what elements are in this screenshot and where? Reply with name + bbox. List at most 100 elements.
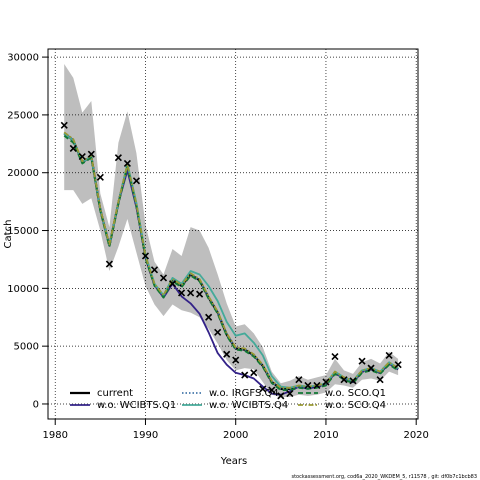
observed-point-stroke	[277, 392, 285, 400]
observed-point-stroke	[168, 280, 177, 288]
observed-point	[322, 378, 330, 386]
observed-point	[60, 121, 68, 129]
y-tick-label: 25000	[7, 110, 39, 121]
observed-point-stroke	[123, 159, 131, 168]
observed-point	[132, 177, 141, 185]
observed-point-stroke	[214, 328, 222, 336]
observed-point-stroke	[96, 173, 104, 181]
observed-point	[259, 385, 267, 393]
observed-point	[376, 376, 384, 384]
observed-point	[96, 173, 104, 181]
observed-point	[205, 313, 213, 321]
observed-point-stroke	[241, 371, 249, 379]
observed-point	[114, 154, 122, 162]
observed-point	[313, 381, 321, 390]
legend-label-5: w.o. SCO.Q1	[325, 388, 386, 399]
axes: 1980 1990 2000 2010 2020 0 5000 10000 15000 20000…	[7, 53, 429, 441]
observed-point	[268, 386, 276, 394]
observed-point	[150, 266, 159, 274]
x-tick-label: 1990	[133, 430, 158, 441]
x-tick-label: 2010	[313, 430, 338, 441]
y-axis-title: Catch	[3, 220, 14, 249]
legend-label-6: w.o. SCO.Q4	[325, 400, 386, 411]
plot-frame	[47, 48, 419, 420]
observed-point	[286, 389, 294, 398]
observed-point	[367, 364, 375, 372]
observed-point	[168, 280, 177, 288]
observed-point-stroke	[223, 350, 231, 358]
observed-point-stroke	[385, 351, 393, 359]
observed-point	[177, 289, 186, 297]
observed-point-stroke	[349, 377, 357, 385]
legend-label-3: w.o. IRGFS.Q4	[209, 388, 279, 399]
observed-point-stroke	[187, 289, 195, 297]
y-tick-label: 15000	[7, 226, 39, 237]
observed-point-stroke	[331, 352, 339, 361]
legend-label-4: w.o. WCIBTS.Q4	[209, 400, 288, 411]
observed-point-stroke	[367, 364, 375, 372]
observed-point	[141, 252, 150, 260]
observed-point-stroke	[358, 357, 366, 365]
observed-point-stroke	[69, 144, 77, 153]
observed-point	[331, 352, 339, 361]
observed-point-stroke	[322, 378, 330, 386]
observed-point-stroke	[159, 274, 168, 282]
legend-label-2: w.o. WCIBTS.Q1	[97, 400, 176, 411]
observed-point-stroke	[177, 289, 186, 297]
y-tick-label: 5000	[14, 342, 39, 353]
observed-point-stroke	[105, 260, 113, 268]
x-tick-label: 2000	[223, 430, 248, 441]
y-tick-label: 20000	[7, 168, 39, 179]
observed-point	[394, 361, 402, 369]
observed-point	[241, 371, 249, 379]
observed-point-stroke	[87, 150, 95, 158]
observed-point-stroke	[114, 154, 122, 162]
observed-point	[78, 152, 86, 161]
observed-point-stroke	[150, 266, 159, 274]
observed-point-stroke	[205, 313, 213, 321]
observed-point	[385, 351, 393, 359]
observed-point	[223, 350, 231, 358]
observed-point	[87, 150, 95, 158]
x-axis-title: Years	[220, 456, 247, 467]
observed-point	[304, 381, 312, 390]
legend-label-1: current	[97, 388, 133, 399]
observed-point-stroke	[141, 252, 150, 260]
observed-point	[123, 159, 131, 168]
observed-point	[159, 274, 168, 282]
observed-point	[69, 144, 77, 153]
x-tick-label: 2020	[403, 430, 428, 441]
observed-point	[187, 289, 195, 297]
observed-point	[340, 376, 348, 384]
observed-point-stroke	[132, 177, 141, 185]
y-tick-label: 30000	[7, 53, 39, 64]
observed-point-stroke	[304, 381, 312, 390]
observed-point-stroke	[268, 386, 276, 394]
x-tick-label: 1980	[42, 430, 67, 441]
observed-point-stroke	[78, 152, 86, 161]
series-line-6	[63, 131, 399, 389]
y-tick-label: 10000	[7, 284, 39, 295]
observed-point	[105, 260, 113, 268]
observed-point-stroke	[60, 121, 68, 129]
observed-point-stroke	[286, 389, 294, 398]
observed-point	[214, 328, 222, 336]
observed-points	[60, 121, 402, 400]
observed-point	[295, 376, 303, 384]
observed-point-stroke	[196, 290, 204, 298]
observed-point	[196, 290, 204, 298]
observed-point	[349, 377, 357, 385]
observed-point	[232, 356, 240, 364]
observed-point	[250, 369, 258, 377]
observed-point-stroke	[250, 369, 258, 377]
observed-point-stroke	[340, 376, 348, 384]
observed-point-stroke	[295, 376, 303, 384]
observed-point-stroke	[259, 385, 267, 393]
observed-point-stroke	[376, 376, 384, 384]
observed-point	[358, 357, 366, 365]
observed-point	[277, 392, 285, 400]
y-tick-label: 0	[33, 399, 39, 410]
observed-point-stroke	[232, 356, 240, 364]
